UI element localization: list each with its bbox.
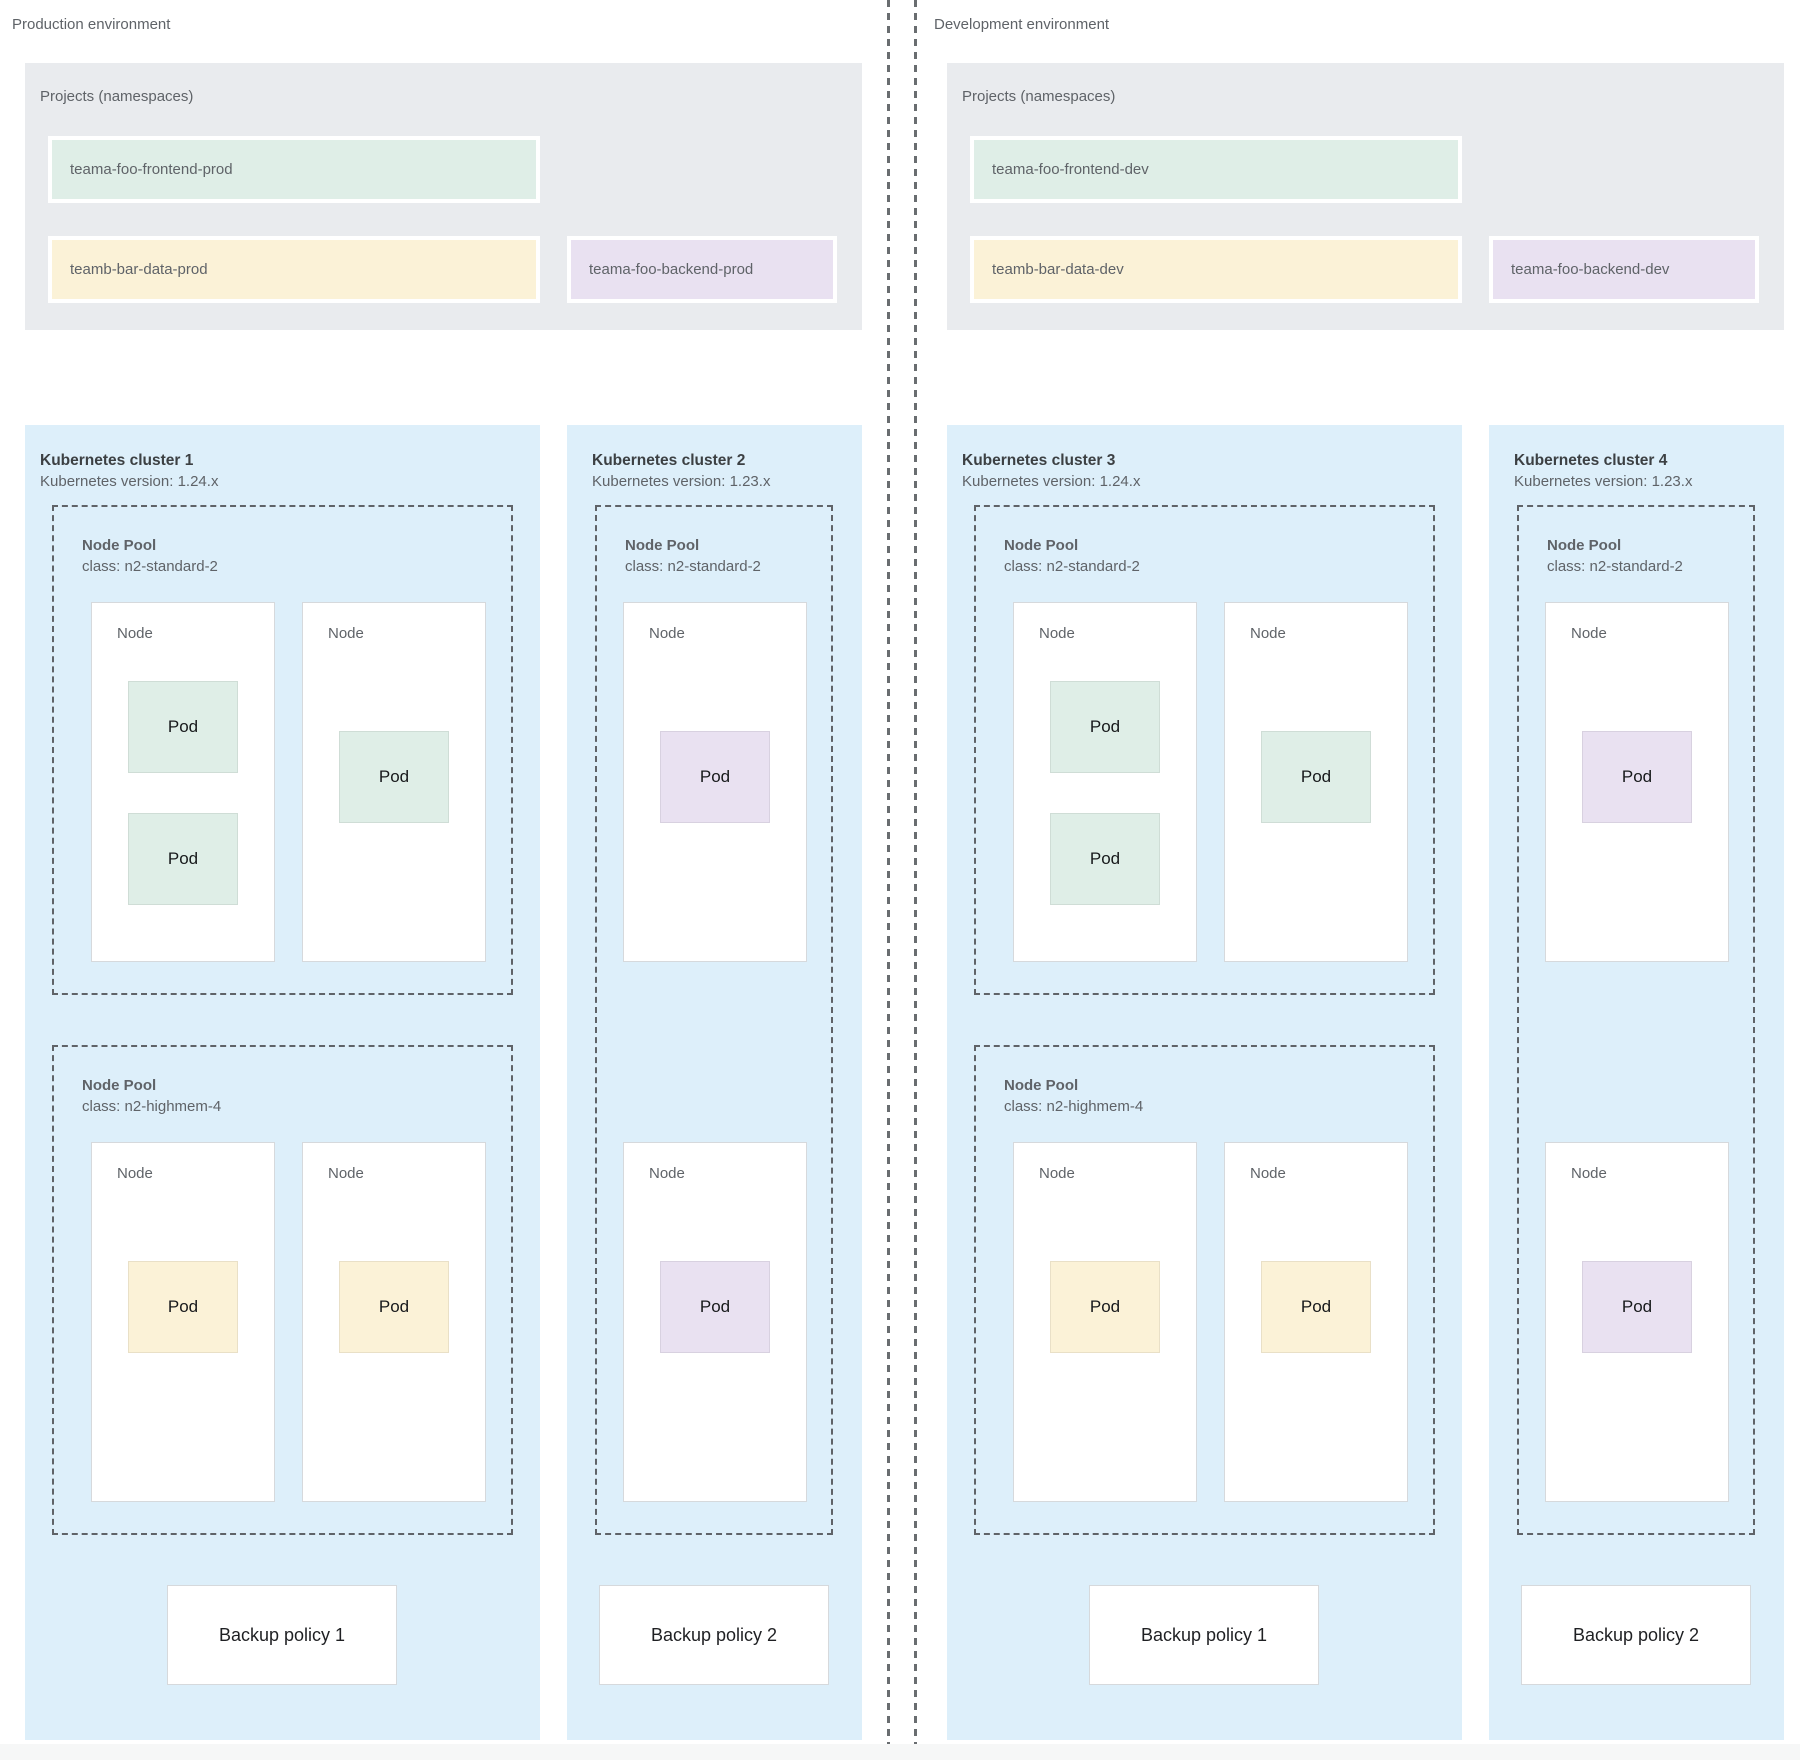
node-box: Node Pod [623,1142,807,1502]
node-box: Node Pod Pod [1013,602,1197,962]
pod-box: Pod [1582,731,1692,823]
node-box: Node Pod [302,602,486,962]
projects-title: Projects (namespaces) [40,88,194,105]
node-pool: Node Pool class: n2-standard-2 Node Pod … [595,505,833,1535]
cluster-title: Kubernetes cluster 1 [40,452,194,469]
node-pool-title: Node Pool [82,1077,157,1094]
node-box: Node Pod [1224,602,1408,962]
cluster-header: Kubernetes cluster 2 Kubernetes version:… [592,450,770,492]
backup-policy-box: Backup policy 2 [1521,1585,1751,1685]
cluster-box-3: Kubernetes cluster 3 Kubernetes version:… [947,425,1462,1740]
environment-label-development: Development environment [934,16,1110,33]
node-pool-class: class: n2-standard-2 [82,558,218,575]
node-pool-header: Node Pool class: n2-standard-2 [82,535,218,577]
node-pool-header: Node Pool class: n2-standard-2 [625,535,761,577]
namespace-box: teamb-bar-data-dev [970,236,1462,303]
node-pool-title: Node Pool [1547,537,1622,554]
node-box: Node Pod [1545,1142,1729,1502]
pod-box: Pod [1261,731,1371,823]
node-pool: Node Pool class: n2-standard-2 Node Pod … [974,505,1435,995]
pod-box: Pod [660,1261,770,1353]
pod-box: Pod [339,731,449,823]
backup-policy-box: Backup policy 1 [1089,1585,1319,1685]
node-pool-header: Node Pool class: n2-standard-2 [1547,535,1683,577]
node-pool-class: class: n2-standard-2 [1547,558,1683,575]
node-label: Node [649,625,685,642]
node-pool-class: class: n2-highmem-4 [1004,1098,1144,1115]
cluster-title: Kubernetes cluster 3 [962,452,1116,469]
node-box: Node Pod [1013,1142,1197,1502]
node-pool-class: class: n2-standard-2 [1004,558,1140,575]
cluster-header: Kubernetes cluster 1 Kubernetes version:… [40,450,218,492]
cluster-version: Kubernetes version: 1.23.x [1514,473,1693,490]
bottom-edge-strip [0,1744,1800,1760]
backup-policy-box: Backup policy 2 [599,1585,829,1685]
node-label: Node [1039,625,1075,642]
cluster-box-2: Kubernetes cluster 2 Kubernetes version:… [567,425,862,1740]
node-pool-title: Node Pool [82,537,157,554]
projects-box-production: Projects (namespaces) teama-foo-frontend… [25,63,862,330]
cluster-header: Kubernetes cluster 4 Kubernetes version:… [1514,450,1692,492]
node-label: Node [1571,1165,1607,1182]
pod-box: Pod [1050,813,1160,905]
projects-title: Projects (namespaces) [962,88,1116,105]
node-pool-header: Node Pool class: n2-highmem-4 [82,1075,221,1117]
namespace-box: teama-foo-backend-prod [567,236,837,303]
cluster-version: Kubernetes version: 1.23.x [592,473,771,490]
cluster-version: Kubernetes version: 1.24.x [962,473,1141,490]
node-label: Node [1039,1165,1075,1182]
namespace-box: teamb-bar-data-prod [48,236,540,303]
node-pool-title: Node Pool [1004,1077,1079,1094]
node-pool: Node Pool class: n2-highmem-4 Node Pod N… [52,1045,513,1535]
pod-box: Pod [128,681,238,773]
node-pool-header: Node Pool class: n2-highmem-4 [1004,1075,1143,1117]
node-label: Node [649,1165,685,1182]
node-pool-class: class: n2-standard-2 [625,558,761,575]
pod-box: Pod [1582,1261,1692,1353]
cluster-version: Kubernetes version: 1.24.x [40,473,219,490]
cluster-header: Kubernetes cluster 3 Kubernetes version:… [962,450,1140,492]
node-box: Node Pod [1224,1142,1408,1502]
node-label: Node [117,1165,153,1182]
namespace-box: teama-foo-frontend-prod [48,136,540,203]
node-box: Node Pod Pod [91,602,275,962]
node-label: Node [1250,625,1286,642]
node-label: Node [328,625,364,642]
node-pool: Node Pool class: n2-standard-2 Node Pod … [1517,505,1755,1535]
namespace-box: teama-foo-backend-dev [1489,236,1759,303]
environment-divider-line [887,0,890,1760]
pod-box: Pod [339,1261,449,1353]
pod-box: Pod [1261,1261,1371,1353]
node-box: Node Pod [1545,602,1729,962]
cluster-box-4: Kubernetes cluster 4 Kubernetes version:… [1489,425,1784,1740]
cluster-title: Kubernetes cluster 4 [1514,452,1668,469]
pod-box: Pod [1050,681,1160,773]
cluster-title: Kubernetes cluster 2 [592,452,746,469]
node-pool-title: Node Pool [625,537,700,554]
node-pool-header: Node Pool class: n2-standard-2 [1004,535,1140,577]
node-box: Node Pod [91,1142,275,1502]
backup-policy-box: Backup policy 1 [167,1585,397,1685]
node-box: Node Pod [302,1142,486,1502]
node-pool-class: class: n2-highmem-4 [82,1098,222,1115]
node-pool: Node Pool class: n2-standard-2 Node Pod … [52,505,513,995]
pod-box: Pod [128,1261,238,1353]
projects-box-development: Projects (namespaces) teama-foo-frontend… [947,63,1784,330]
node-label: Node [328,1165,364,1182]
namespace-box: teama-foo-frontend-dev [970,136,1462,203]
environment-label-production: Production environment [12,16,171,33]
node-label: Node [117,625,153,642]
cluster-box-1: Kubernetes cluster 1 Kubernetes version:… [25,425,540,1740]
node-box: Node Pod [623,602,807,962]
pod-box: Pod [1050,1261,1160,1353]
environment-divider-line [914,0,917,1760]
pod-box: Pod [128,813,238,905]
pod-box: Pod [660,731,770,823]
node-pool: Node Pool class: n2-highmem-4 Node Pod N… [974,1045,1435,1535]
node-label: Node [1571,625,1607,642]
node-pool-title: Node Pool [1004,537,1079,554]
node-label: Node [1250,1165,1286,1182]
